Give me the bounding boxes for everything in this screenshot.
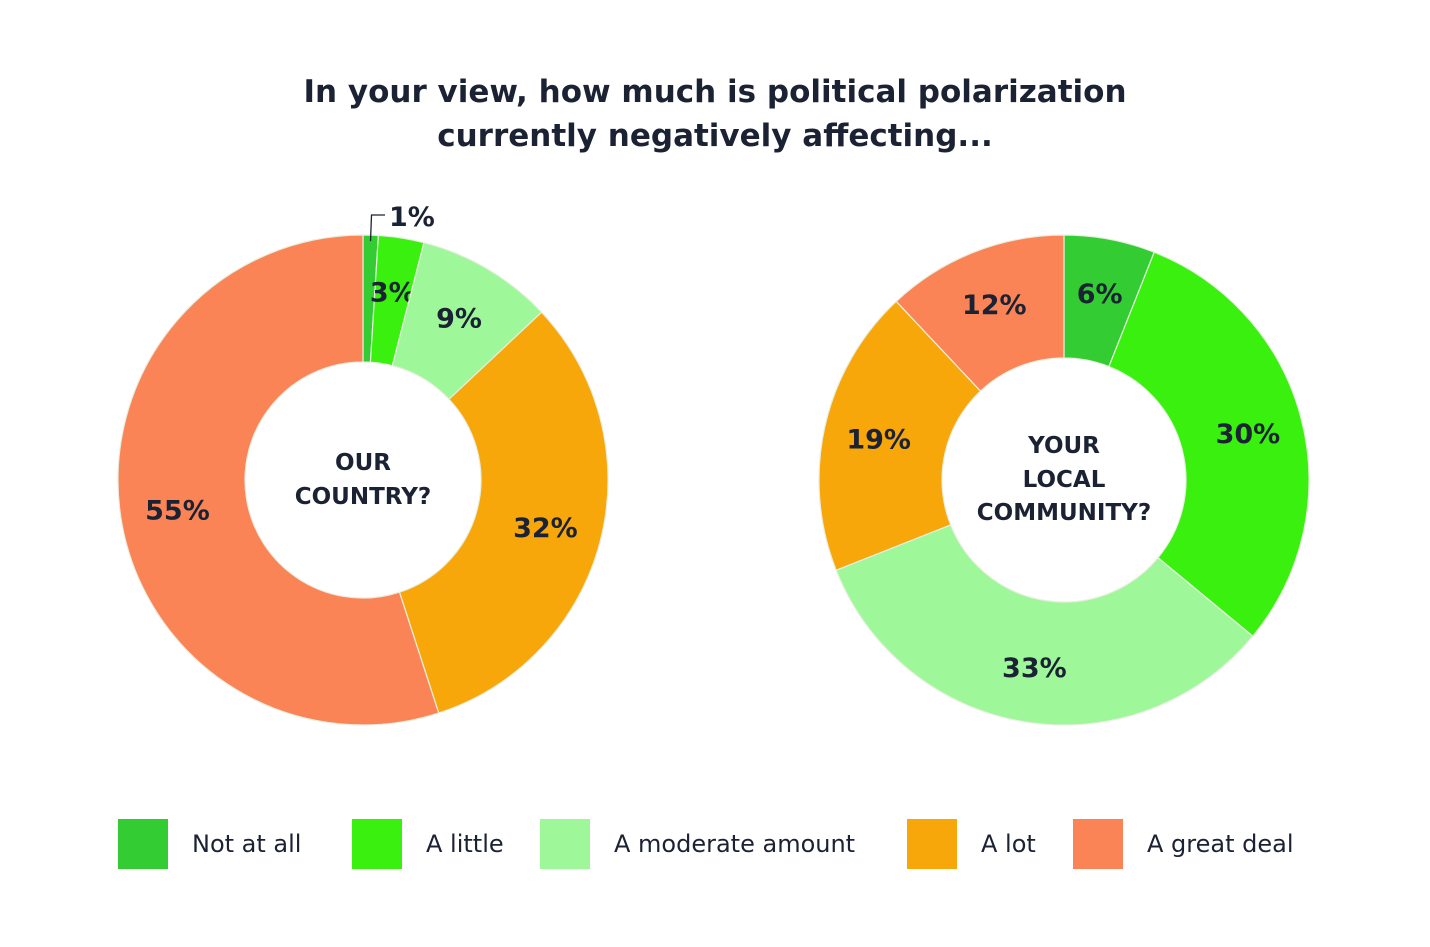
legend-swatch-a-moderate-amount	[540, 819, 590, 869]
slice-a-lot	[398, 311, 609, 714]
title-line-2: currently negatively affecting...	[437, 118, 993, 154]
data-label-not-at-all: 1%	[389, 202, 435, 233]
center-label-line: COMMUNITY?	[977, 500, 1151, 526]
legend-item-a-moderate-amount: A moderate amount	[540, 818, 855, 870]
chart-title: In your view, how much is political pola…	[0, 70, 1430, 158]
legend-label-a-little: A little	[426, 830, 504, 858]
legend-label-a-great-deal: A great deal	[1147, 830, 1294, 858]
legend-label-a-moderate-amount: A moderate amount	[614, 830, 856, 858]
legend-swatch-not-at-all	[118, 819, 168, 869]
legend-item-a-lot: A lot	[907, 818, 1036, 870]
data-label-a-great-deal: 55%	[145, 495, 210, 526]
data-label-a-moderate-amount: 33%	[1002, 653, 1067, 684]
data-label-a-moderate-amount: 9%	[436, 304, 482, 335]
donut-chart-local-community: 6% 30% 33% 19% 12% YOUR LOCAL COMMUNITY?	[818, 234, 1310, 726]
slice-a-moderate-amount	[835, 524, 1254, 726]
legend-swatch-a-lot	[907, 819, 957, 869]
data-label-a-lot: 19%	[846, 425, 911, 456]
center-label-line: LOCAL	[1023, 467, 1106, 493]
legend-swatch-a-great-deal	[1073, 819, 1123, 869]
center-label-line: COUNTRY?	[295, 484, 432, 510]
center-label-line: YOUR	[1027, 433, 1100, 459]
legend-label-a-lot: A lot	[981, 830, 1036, 858]
data-label-a-little: 30%	[1216, 419, 1281, 450]
label-leader-line	[369, 214, 385, 242]
legend-label-not-at-all: Not at all	[192, 830, 302, 858]
center-label-line: OUR	[335, 450, 391, 476]
legend-item-not-at-all: Not at all	[118, 818, 301, 870]
slice-a-lot	[818, 300, 982, 571]
slice-a-little	[1108, 251, 1310, 638]
legend-item-a-great-deal: A great deal	[1073, 818, 1294, 870]
slice-a-great-deal	[895, 234, 1065, 392]
legend-swatch-a-little	[352, 819, 402, 869]
title-line-1: In your view, how much is political pola…	[303, 74, 1127, 110]
data-label-a-lot: 32%	[513, 513, 578, 544]
slice-a-great-deal	[117, 234, 440, 726]
legend-item-a-little: A little	[352, 818, 504, 870]
data-label-not-at-all: 6%	[1077, 279, 1123, 310]
data-label-a-great-deal: 12%	[962, 290, 1027, 321]
